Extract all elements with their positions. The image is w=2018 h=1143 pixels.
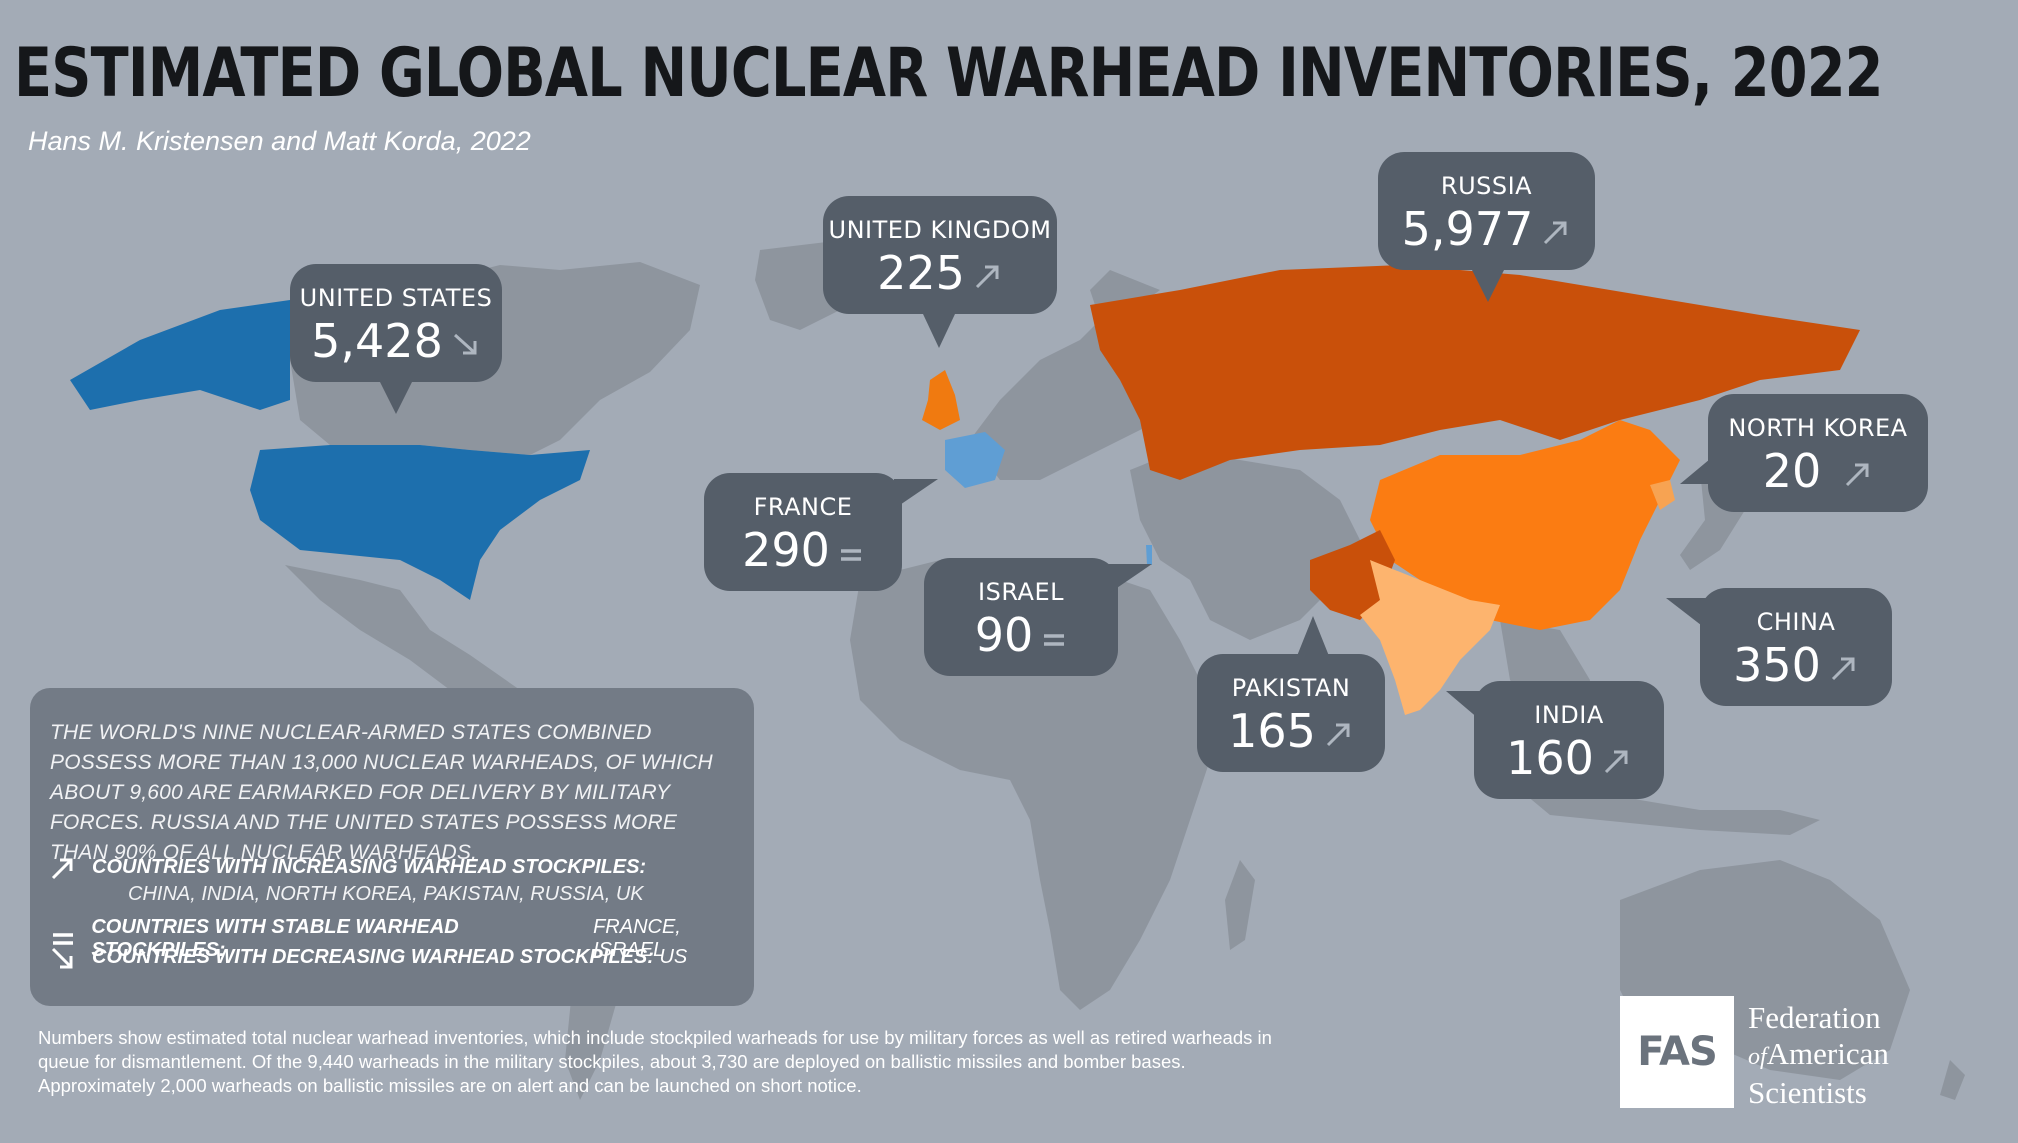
callout-north-korea: NORTH KOREA 20 bbox=[1680, 394, 1928, 512]
trend-increasing-icon bbox=[48, 857, 78, 879]
callout-tail bbox=[923, 314, 955, 348]
trend-decreasing-icon bbox=[451, 329, 481, 364]
logo-line2-prefix: of bbox=[1748, 1044, 1767, 1070]
callout-tail bbox=[1666, 598, 1710, 632]
country-israel bbox=[1146, 545, 1152, 565]
country-france bbox=[945, 432, 1005, 488]
trend-increasing-icon bbox=[1602, 746, 1632, 781]
warhead-count: 5,428 bbox=[311, 314, 443, 368]
page-title: ESTIMATED GLOBAL NUCLEAR WARHEAD INVENTO… bbox=[14, 34, 1883, 113]
nuclear-states bbox=[70, 265, 1860, 715]
country-india bbox=[1360, 560, 1500, 715]
trend-increasing-icon bbox=[1541, 217, 1571, 252]
country-pakistan bbox=[1310, 530, 1395, 620]
footnote: Numbers show estimated total nuclear war… bbox=[38, 1027, 1272, 1096]
country-name: CHINA bbox=[1756, 608, 1836, 636]
warhead-count: 225 bbox=[877, 246, 965, 300]
trend-stable-icon bbox=[838, 542, 864, 573]
country-china bbox=[1370, 420, 1680, 630]
legend-decreasing-list: US bbox=[659, 946, 688, 968]
country-uk bbox=[922, 370, 960, 430]
country-name: UNITED KINGDOM bbox=[828, 216, 1052, 244]
callout-russia: RUSSIA 5,977 bbox=[1378, 152, 1595, 302]
callout-tail bbox=[1680, 454, 1716, 484]
fas-logo-name: Federation ofAmerican Scientists bbox=[1748, 1000, 1889, 1111]
legend-decreasing: Countries with decreasing warhead stockp… bbox=[48, 946, 687, 969]
country-name: INDIA bbox=[1534, 701, 1604, 729]
callout-china: CHINA 350 bbox=[1666, 588, 1892, 706]
country-name: UNITED STATES bbox=[299, 284, 493, 312]
logo-line2-text: American bbox=[1766, 1036, 1889, 1071]
callout-israel: ISRAEL 90 bbox=[924, 558, 1152, 676]
trend-increasing-icon bbox=[1324, 719, 1354, 754]
callout-pakistan: PAKISTAN 165 bbox=[1197, 616, 1385, 772]
land-new-zealand bbox=[1940, 1060, 1965, 1100]
country-name: RUSSIA bbox=[1440, 172, 1533, 200]
land-indonesia bbox=[1520, 790, 1820, 835]
country-usa-alaska bbox=[70, 300, 290, 410]
legend-increasing: Countries with increasing warhead stockp… bbox=[48, 856, 646, 879]
legend-decreasing-label: Countries with decreasing warhead stockp… bbox=[92, 946, 654, 968]
trend-increasing-icon bbox=[1829, 653, 1859, 688]
land-middle-east bbox=[1130, 450, 1360, 640]
country-name: FRANCE bbox=[753, 493, 853, 521]
logo-line3: Scientists bbox=[1748, 1075, 1867, 1110]
callout-united-kingdom: UNITED KINGDOM 225 bbox=[823, 196, 1057, 348]
warhead-count: 165 bbox=[1228, 704, 1316, 758]
callout-tail bbox=[1297, 616, 1329, 656]
logo-line1: Federation bbox=[1748, 1000, 1881, 1035]
callout-tail bbox=[894, 479, 938, 509]
fas-logo-text: FAS bbox=[1637, 1029, 1717, 1075]
country-name: ISRAEL bbox=[978, 578, 1064, 606]
legend-stable-label: Countries with stable warhead stockpiles… bbox=[91, 916, 459, 961]
info-intro: The world's nine nuclear-armed states co… bbox=[50, 721, 713, 864]
land-mexico bbox=[285, 565, 520, 705]
fas-logo-mark: FAS bbox=[1620, 996, 1734, 1108]
callout-tail bbox=[1446, 691, 1486, 725]
callout-france: FRANCE 290 bbox=[704, 473, 938, 591]
callout-tail bbox=[380, 382, 412, 414]
logo-line2: ofAmerican bbox=[1748, 1036, 1889, 1075]
legend-increasing-list: China, India, North Korea, Pakistan, Rus… bbox=[128, 883, 644, 905]
land-madagascar bbox=[1225, 860, 1255, 950]
info-panel: The world's nine nuclear-armed states co… bbox=[30, 688, 754, 1006]
trend-decreasing-icon bbox=[48, 947, 78, 969]
country-name: PAKISTAN bbox=[1231, 674, 1351, 702]
legend-increasing-label: Countries with increasing warhead stockp… bbox=[92, 856, 647, 878]
trend-increasing-icon bbox=[1843, 459, 1873, 494]
callout-tail bbox=[1472, 270, 1504, 302]
country-usa bbox=[250, 445, 590, 600]
warhead-count: 90 bbox=[974, 608, 1034, 662]
warhead-count: 290 bbox=[742, 523, 830, 577]
callout-tail bbox=[1108, 564, 1152, 594]
warhead-count: 160 bbox=[1506, 731, 1594, 785]
callout-united-states: UNITED STATES 5,428 bbox=[290, 264, 502, 414]
legend-stable-list: France, Israel bbox=[593, 916, 681, 961]
country-russia bbox=[1090, 265, 1860, 480]
trend-increasing-icon bbox=[973, 261, 1003, 296]
warhead-count: 20 bbox=[1762, 444, 1822, 498]
country-north-korea bbox=[1650, 480, 1675, 510]
callout-india: INDIA 160 bbox=[1446, 681, 1664, 799]
country-name: NORTH KOREA bbox=[1728, 414, 1908, 442]
trend-stable-icon bbox=[48, 928, 77, 950]
trend-stable-icon bbox=[1041, 627, 1067, 658]
warhead-count: 5,977 bbox=[1401, 202, 1534, 256]
subtitle: Hans M. Kristensen and Matt Korda, 2022 bbox=[28, 126, 531, 156]
warhead-count: 350 bbox=[1733, 638, 1821, 692]
legend-stable: Countries with stable warhead stockpiles… bbox=[48, 916, 754, 962]
